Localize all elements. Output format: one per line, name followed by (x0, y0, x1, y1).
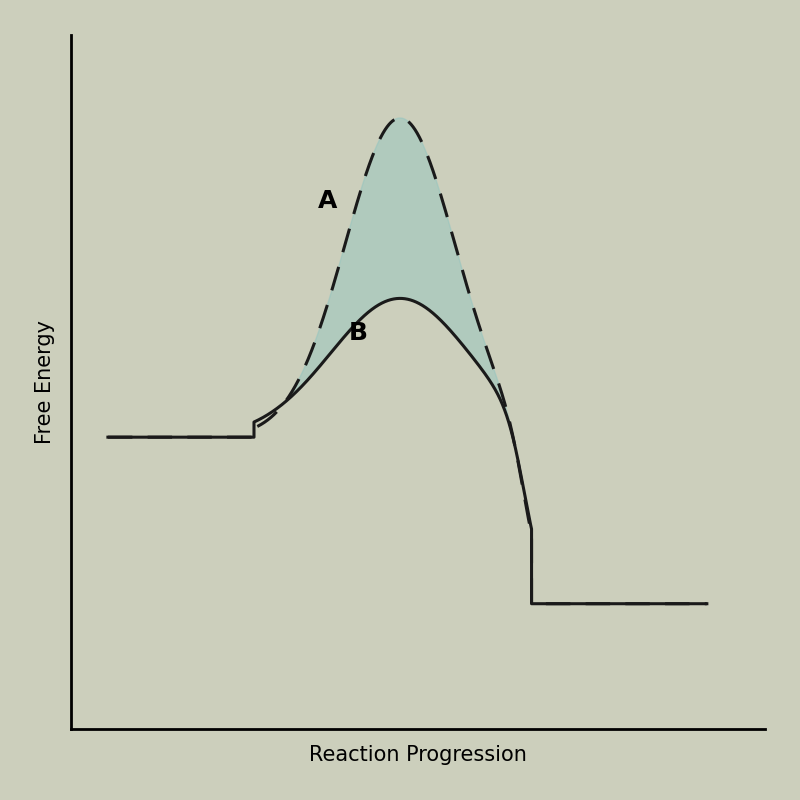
Text: A: A (318, 189, 337, 213)
X-axis label: Reaction Progression: Reaction Progression (310, 746, 527, 766)
Y-axis label: Free Energy: Free Energy (34, 320, 54, 444)
Text: B: B (349, 321, 368, 345)
